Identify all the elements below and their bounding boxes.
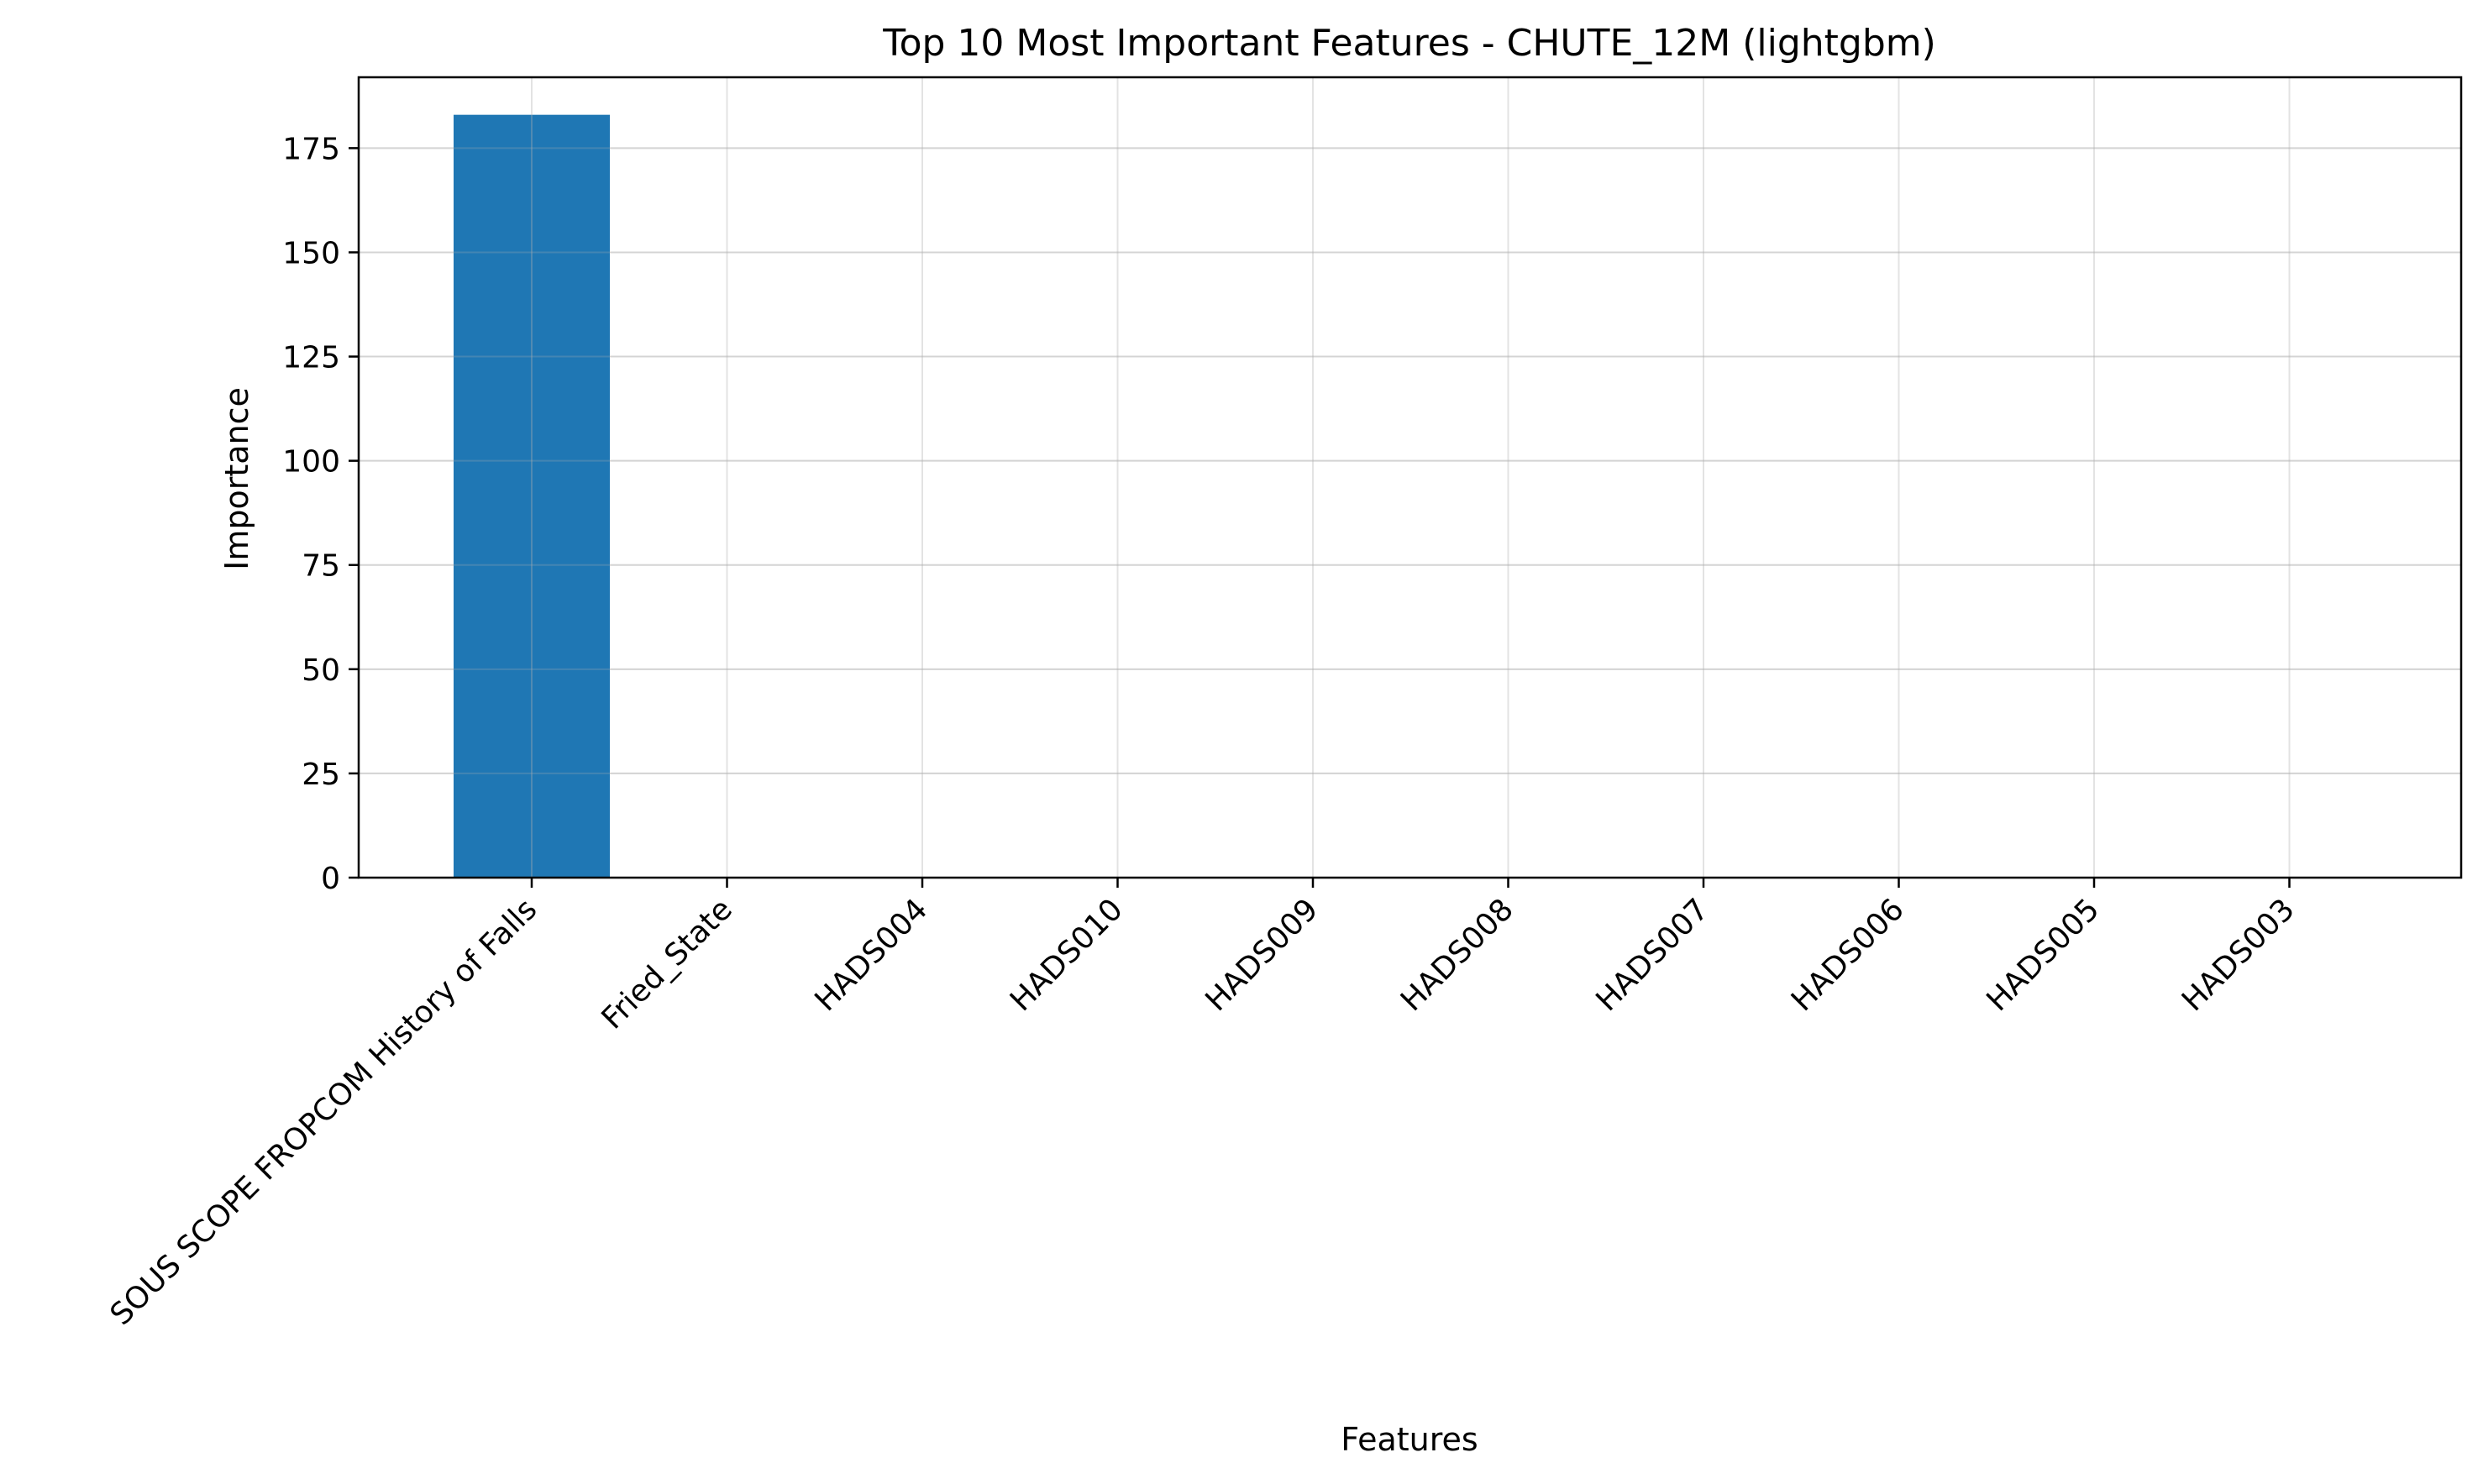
y-axis: 0 25 50 75 100 125 150 175 (282, 132, 359, 896)
x-tick-label: HADS009 (1199, 892, 1325, 1018)
x-tick-label: HADS010 (1004, 892, 1130, 1018)
y-tick-label: 175 (282, 132, 340, 166)
y-tick-label: 125 (282, 341, 340, 375)
grid-lines (359, 147, 2461, 878)
x-tick-label: HADS006 (1785, 892, 1911, 1018)
x-tick-label: HADS003 (2176, 892, 2302, 1018)
grid-lines-overlay (359, 77, 2461, 878)
x-tick-label: SOUS SCOPE FROPCOM History of Falls (104, 892, 544, 1332)
y-tick-label: 75 (302, 549, 340, 584)
x-axis: SOUS SCOPE FROPCOM History of Falls Fried… (104, 878, 2302, 1332)
x-tick-label: HADS007 (1589, 892, 1715, 1018)
y-tick-label: 150 (282, 236, 340, 270)
x-tick-label: HADS004 (808, 892, 934, 1018)
x-tick-label: HADS008 (1394, 892, 1520, 1018)
x-tick-label: Fried_State (596, 892, 739, 1036)
bars (454, 114, 610, 878)
y-tick-label: 0 (321, 862, 340, 896)
x-axis-label: Features (1341, 1421, 1478, 1458)
y-tick-label: 100 (282, 445, 340, 480)
y-tick-label: 25 (302, 758, 340, 792)
chart-title: Top 10 Most Important Features - CHUTE_1… (882, 22, 1936, 65)
plot-frame (357, 76, 2463, 879)
bar-1 (454, 114, 610, 878)
y-axis-label: Importance (218, 387, 255, 570)
x-tick-label: HADS005 (1980, 892, 2106, 1018)
y-tick-label: 50 (302, 653, 340, 688)
